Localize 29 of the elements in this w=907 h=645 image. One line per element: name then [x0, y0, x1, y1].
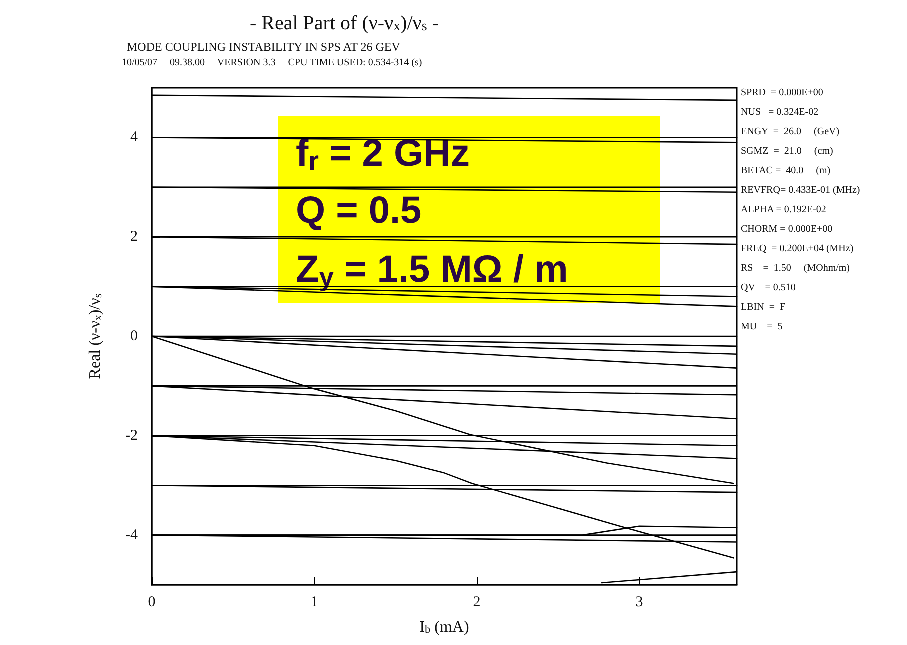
annotation: Q = 0.5 — [296, 190, 422, 232]
text: NUS = 0.324E-02 — [741, 107, 819, 118]
text: FREQ = 0.200E+04 (MHz) — [741, 244, 854, 254]
text: CHORM = 0.000E+00 — [741, 224, 833, 235]
y-tick-label: -2 — [126, 428, 138, 444]
text: SPRD = 0.000E+00 — [741, 88, 824, 98]
y-tick-label: -4 — [126, 527, 138, 544]
text: MU = 5 — [741, 322, 783, 332]
chart-subtitle: MODE COUPLING INSTABILITY IN SPS AT 26 GEV — [127, 40, 401, 54]
x-tick-label: 1 — [310, 594, 318, 610]
y-axis-title: Real (ν-νx)/νs — [87, 294, 104, 380]
text: BETAC = 40.0 (m) — [741, 166, 831, 176]
x-axis-title: Ib (mA) — [420, 618, 470, 636]
text: LBIN = F — [741, 302, 786, 313]
y-tick-label: 4 — [130, 130, 138, 146]
text: QV = 0.510 — [741, 282, 796, 294]
text: RS = 1.50 (MOhm/m) — [741, 263, 850, 274]
x-tick-label: 3 — [636, 594, 644, 610]
x-tick-label: 2 — [473, 594, 481, 610]
text: SGMZ = 21.0 (cm) — [741, 146, 834, 157]
y-tick-label: 2 — [130, 229, 138, 246]
text: ENGY = 26.0 (GeV) — [741, 126, 840, 138]
text: REVFRQ= 0.433E-01 (MHz) — [741, 185, 860, 196]
annotation: fr = 2 GHz — [296, 133, 470, 176]
chart-title: - Real Part of (ν-νx)/νs - — [250, 12, 439, 34]
text: 10/05/07 09.38.00 VERSION 3.3 CPU TIME USED: 0.534-314 (s) — [122, 58, 422, 68]
x-tick-label: 0 — [148, 594, 156, 610]
text: ALPHA = 0.192E-02 — [741, 204, 826, 216]
y-tick-label: 0 — [130, 328, 138, 344]
